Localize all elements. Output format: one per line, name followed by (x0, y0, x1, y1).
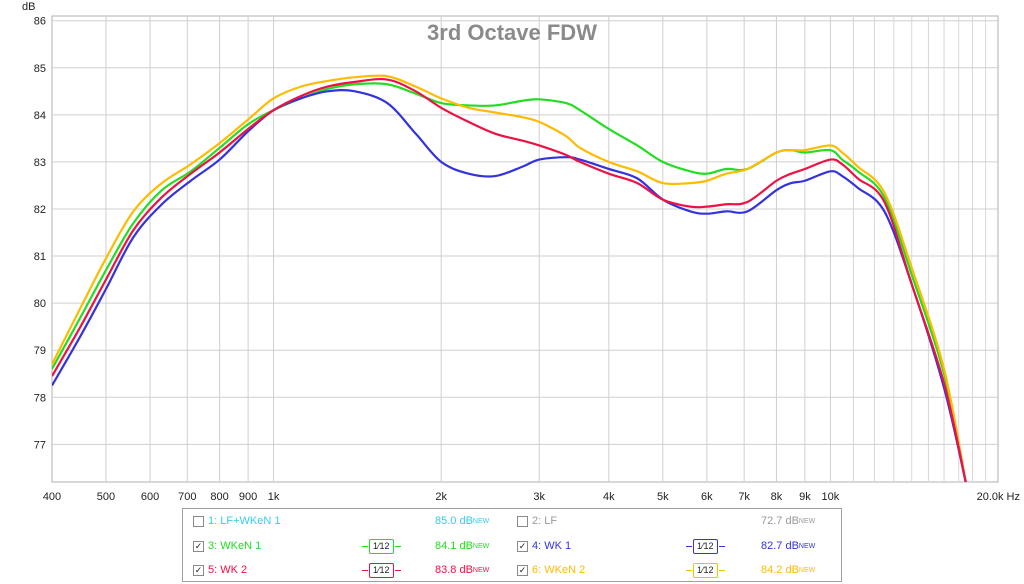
checkbox-2[interactable] (517, 515, 528, 527)
checkbox-4[interactable] (517, 540, 528, 552)
x-tick-label: 800 (210, 491, 228, 503)
x-tick-label: 6k (701, 491, 713, 503)
x-tick-label: 3k (533, 491, 545, 503)
y-axis-label: dB (22, 1, 35, 13)
legend-level-4: 82.7 dB NEW (761, 540, 816, 552)
legend-label-5: 5: WK 2 (208, 564, 248, 576)
legend-item-4[interactable]: 4: WK 1 (517, 535, 571, 557)
checkbox-5[interactable] (193, 564, 204, 576)
legend-label-4: 4: WK 1 (532, 540, 572, 552)
legend-label-2: 2: LF (532, 515, 558, 527)
series-line-1 (52, 82, 967, 482)
legend-item-5[interactable]: 5: WK 2 (193, 559, 247, 581)
checkbox-6[interactable] (517, 564, 528, 576)
y-tick-label: 86 (34, 16, 46, 28)
x-tick-labels: 400 500 600 700 800 900 1k 2k 3k 4k 5k 6k 7k 8k 9k 10k 2… (43, 491, 1020, 503)
legend-level-6: 84.2 dB NEW (761, 564, 816, 576)
chart-title: 3rd Octave FDW (427, 20, 597, 45)
checkbox-3[interactable] (193, 540, 204, 552)
x-tick-label: 500 (97, 491, 115, 503)
legend-item-1[interactable]: 1: LF+WKeN 1 (193, 510, 280, 532)
x-tick-label: 7k (738, 491, 750, 503)
series-line-2 (52, 89, 967, 482)
x-tick-label: 700 (178, 491, 196, 503)
smoothing-button-3[interactable]: 1⁄12 (362, 535, 400, 557)
y-tick-label: 79 (34, 345, 46, 357)
x-tick-label: 10k (822, 491, 840, 503)
legend-item-2[interactable]: 2: LF (517, 510, 557, 532)
y-tick-label: 82 (34, 204, 46, 216)
legend-label-3: 3: WKeN 1 (208, 540, 262, 552)
y-tick-labels: 77 78 79 80 81 82 83 84 85 86 (34, 16, 46, 452)
x-tick-label: 900 (239, 491, 257, 503)
y-tick-label: 78 (34, 392, 46, 404)
legend-item-6[interactable]: 6: WKeN 2 (517, 559, 585, 581)
grid (52, 16, 998, 482)
x-tick-label: 1k (268, 491, 280, 503)
checkbox-1[interactable] (193, 515, 204, 527)
legend-label-6: 6: WKeN 2 (532, 564, 586, 576)
legend-item-3[interactable]: 3: WKeN 1 (193, 535, 261, 557)
x-tick-label: 600 (141, 491, 159, 503)
legend-level-2: 72.7 dB NEW (761, 515, 816, 527)
frequency-response-chart: 77 78 79 80 81 82 83 84 85 86 400 500 600 700 800 900 1… (22, 1, 1020, 503)
legend-level-1: 85.0 dB NEW (435, 515, 490, 527)
y-tick-label: 85 (34, 63, 46, 75)
x-tick-label: 20.0k Hz (977, 491, 1020, 503)
y-tick-label: 84 (34, 110, 46, 122)
y-tick-label: 77 (34, 439, 46, 451)
x-tick-label: 2k (435, 491, 447, 503)
series-line-4 (52, 74, 967, 482)
legend-panel: 1: LF+WKeN 1 85.0 dB NEW 2: LF 72.7 dB NEW… (182, 508, 842, 582)
x-tick-label: 4k (603, 491, 615, 503)
x-tick-label: 8k (771, 491, 783, 503)
legend-label-1: 1: LF+WKeN 1 (208, 515, 281, 527)
x-tick-label: 5k (657, 491, 669, 503)
series-line-3 (52, 77, 967, 482)
legend-level-5: 83.8 dB NEW (435, 564, 490, 576)
x-tick-label: 9k (799, 491, 811, 503)
curves (52, 74, 967, 482)
y-tick-label: 83 (34, 157, 46, 169)
plot-background (51, 15, 999, 483)
y-tick-label: 80 (34, 298, 46, 310)
y-tick-label: 81 (34, 251, 46, 263)
x-tick-label: 400 (43, 491, 61, 503)
smoothing-button-6[interactable]: 1⁄12 (686, 559, 724, 581)
smoothing-button-4[interactable]: 1⁄12 (686, 535, 724, 557)
legend-row-1: 1: LF+WKeN 1 85.0 dB NEW 2: LF 72.7 dB NEW (183, 510, 841, 532)
legend-level-3: 84.1 dB NEW (435, 540, 490, 552)
smoothing-button-5[interactable]: 1⁄12 (362, 559, 400, 581)
